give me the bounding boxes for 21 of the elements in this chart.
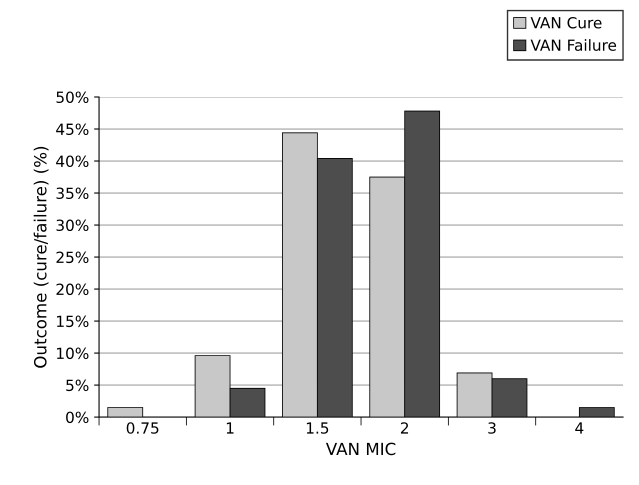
x-axis-title: VAN MIC — [326, 442, 396, 456]
y-tick-label: 50% — [56, 91, 88, 104]
y-tick-label: 40% — [56, 155, 88, 168]
y-tick-label: 15% — [57, 316, 88, 328]
y-tick-label: 30% — [56, 220, 88, 232]
y-tick-label: 5% — [66, 380, 88, 392]
x-tick-label: 1.5 — [306, 422, 328, 434]
legend-label: VAN Cure — [530, 16, 602, 29]
x-tick-label: 2 — [400, 422, 408, 434]
x-tick-label: 1 — [226, 422, 234, 434]
y-tick-label: 0% — [66, 412, 88, 424]
x-tick-label: 0.75 — [126, 422, 158, 434]
y-tick-label: 45% — [56, 123, 88, 136]
x-tick-label: 4 — [575, 422, 584, 434]
x-tick-label: 3 — [488, 422, 496, 434]
y-tick-label: 25% — [56, 252, 88, 264]
y-tick-label: 35% — [56, 187, 88, 200]
y-axis-title: Outcome (cure/failure) (%) — [34, 146, 49, 368]
legend-label: VAN Failure — [530, 39, 616, 51]
y-tick-label: 10% — [57, 348, 88, 360]
y-tick-label: 20% — [56, 284, 88, 296]
